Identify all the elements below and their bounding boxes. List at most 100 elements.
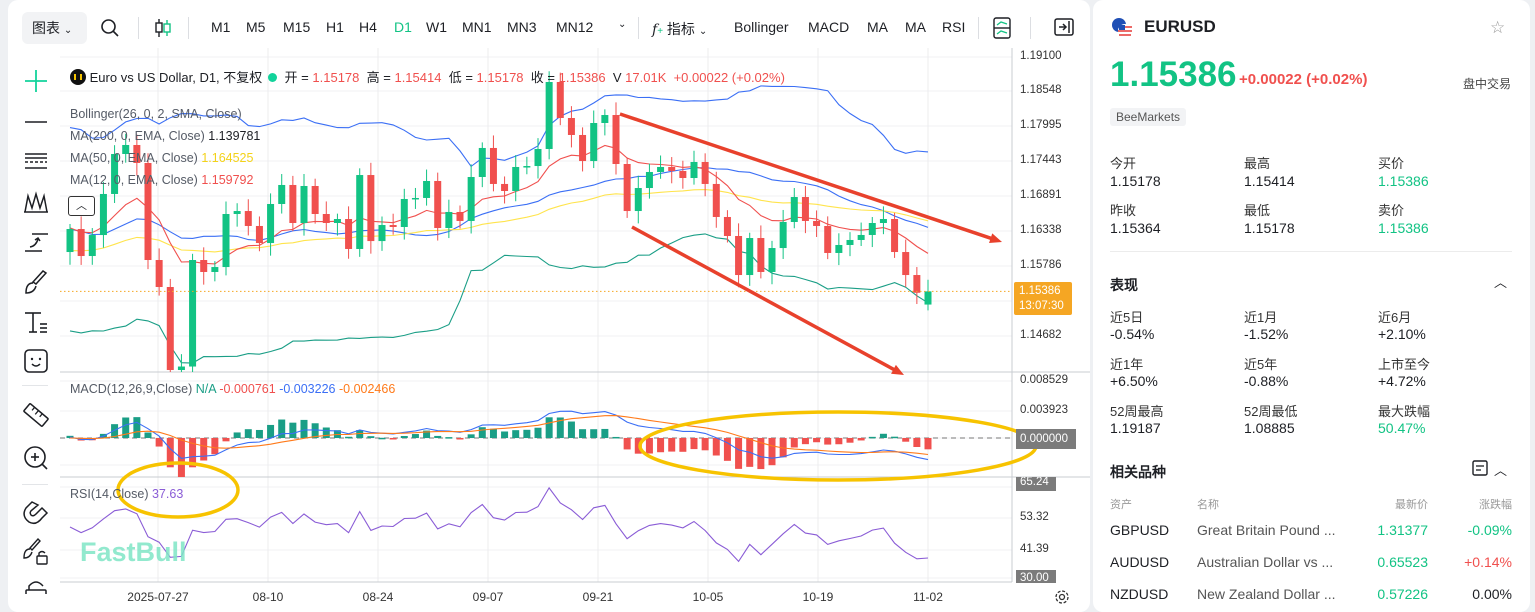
macd-histogram-bar bbox=[144, 432, 152, 438]
candle-body bbox=[623, 164, 631, 212]
candle-body bbox=[166, 287, 174, 371]
timeframe-h4[interactable]: H4 bbox=[359, 19, 377, 35]
date-tick: 2025-07-27 bbox=[127, 590, 189, 604]
macd-histogram-bar bbox=[378, 437, 386, 440]
macd-histogram-bar bbox=[712, 438, 720, 456]
price-tick: 1.18548 bbox=[1020, 84, 1062, 96]
shortcut-macd[interactable]: MACD bbox=[808, 19, 850, 35]
trend-arrow-icon[interactable] bbox=[22, 228, 50, 256]
main-pane bbox=[60, 71, 1012, 372]
timeframe-mn3[interactable]: MN3 bbox=[507, 19, 537, 35]
ma200-value: 1.139781 bbox=[208, 129, 261, 143]
shortcut-bollinger[interactable]: Bollinger bbox=[734, 19, 789, 35]
candle-body bbox=[211, 267, 219, 272]
macd-histogram-bar bbox=[400, 436, 408, 438]
timeframe-m15[interactable]: M15 bbox=[283, 19, 311, 35]
price-chart[interactable] bbox=[0, 0, 1090, 612]
ma12-legend[interactable]: MA(12, 0, EMA, Close) 1.159792 bbox=[70, 173, 253, 187]
chevron-up-icon: ︿ bbox=[76, 200, 87, 212]
macd-histogram-bar bbox=[690, 438, 698, 450]
perf-label: 近1月 bbox=[1244, 310, 1278, 325]
search-icon[interactable] bbox=[100, 18, 120, 38]
candle-body bbox=[668, 166, 676, 171]
current-price: 1.15386 bbox=[1019, 285, 1061, 297]
toolbar-divider bbox=[22, 385, 48, 386]
candle-body bbox=[244, 211, 252, 226]
macd-histogram-bar bbox=[534, 427, 542, 438]
related-change: 0.00% bbox=[1472, 586, 1512, 602]
candle-body bbox=[222, 214, 230, 268]
timeframe-mn12[interactable]: MN12 bbox=[556, 19, 594, 35]
perf-label: 近1年 bbox=[1110, 357, 1144, 372]
price-tick: 1.15786 bbox=[1020, 259, 1062, 271]
lock-drawings-icon[interactable] bbox=[22, 538, 50, 566]
candle-body bbox=[434, 180, 442, 229]
macd-histogram-bar bbox=[501, 431, 509, 438]
unlock-icon[interactable] bbox=[22, 578, 50, 594]
shortcut-rsi[interactable]: RSI bbox=[942, 19, 966, 35]
candle-body bbox=[300, 185, 308, 223]
brush-icon[interactable] bbox=[22, 269, 50, 297]
date-tick: 10-19 bbox=[802, 590, 834, 604]
col-name: 名称 bbox=[1197, 499, 1219, 511]
ma50-value: 1.164525 bbox=[201, 151, 254, 165]
macd-histogram-bar bbox=[311, 423, 319, 438]
shortcut-ma[interactable]: MA bbox=[867, 19, 888, 35]
candle-body bbox=[512, 166, 520, 191]
support-arrow bbox=[631, 225, 900, 374]
collapse-legend-button[interactable]: ︿ bbox=[68, 196, 95, 216]
related-title: 相关品种 bbox=[1110, 464, 1166, 480]
volume-label: V bbox=[612, 70, 622, 85]
favorite-star-icon[interactable]: ☆ bbox=[1490, 18, 1506, 37]
macd-line bbox=[69, 410, 929, 461]
stat-label: 昨收 bbox=[1110, 203, 1137, 218]
candle-body bbox=[645, 171, 653, 189]
candle-body bbox=[868, 222, 876, 235]
candle-body bbox=[177, 366, 185, 371]
macd-histogram-bar bbox=[233, 432, 241, 438]
timeframe-w1[interactable]: W1 bbox=[426, 19, 447, 35]
toolbar-divider bbox=[22, 484, 48, 485]
perf-value: -0.88% bbox=[1244, 373, 1289, 389]
shortcut-ma-2[interactable]: MA bbox=[905, 19, 926, 35]
zoom-in-icon[interactable] bbox=[22, 444, 50, 472]
magnet-icon[interactable] bbox=[22, 498, 50, 526]
layout-icon[interactable] bbox=[993, 17, 1011, 39]
ruler-icon[interactable] bbox=[22, 401, 50, 429]
ma200-legend[interactable]: MA(200, 0, EMA, Close) 1.139781 bbox=[70, 129, 260, 143]
ma200-label: MA(200, 0, EMA, Close) bbox=[70, 129, 205, 143]
collapse-panel-icon[interactable] bbox=[1054, 18, 1074, 36]
macd-histogram-bar bbox=[735, 438, 743, 469]
timeframe-m1[interactable]: M1 bbox=[211, 19, 231, 35]
horizontal-line-icon[interactable] bbox=[22, 108, 50, 136]
crosshair-plus-icon[interactable] bbox=[22, 67, 50, 95]
candlestick-type-icon[interactable] bbox=[153, 17, 173, 39]
candle-body bbox=[835, 244, 843, 253]
candle-body bbox=[233, 211, 241, 215]
indicators-button[interactable]: f+ 指标 ⌄ bbox=[652, 21, 708, 38]
ma50-legend[interactable]: MA(50, 0, EMA, Close) 1.164525 bbox=[70, 151, 253, 165]
macd-histogram-bar bbox=[857, 438, 865, 441]
rsi-legend[interactable]: RSI(14,Close) 37.63 bbox=[70, 487, 183, 501]
related-collapse-chevron-icon[interactable]: ︿ bbox=[1494, 463, 1508, 478]
list-view-icon[interactable] bbox=[1472, 460, 1488, 476]
chart-menu-button[interactable]: 图表 ⌄ bbox=[22, 12, 87, 44]
candle-body bbox=[333, 219, 341, 223]
more-timeframes-chevron-icon[interactable]: ⌄ bbox=[618, 19, 627, 30]
macd-legend[interactable]: MACD(12,26,9,Close) N/A -0.000761 -0.003… bbox=[70, 382, 395, 396]
parallel-lines-icon[interactable] bbox=[22, 147, 50, 175]
high-label: 高 = bbox=[366, 70, 391, 85]
candle-body bbox=[411, 197, 419, 200]
price-tick: 1.16891 bbox=[1020, 189, 1062, 201]
text-tool-icon[interactable] bbox=[22, 308, 50, 336]
chart-settings-gear-icon[interactable] bbox=[1054, 589, 1070, 605]
timeframe-d1[interactable]: D1 bbox=[394, 19, 412, 35]
timeframe-mn1[interactable]: MN1 bbox=[462, 19, 492, 35]
timeframe-m5[interactable]: M5 bbox=[246, 19, 266, 35]
emoji-sticker-icon[interactable] bbox=[22, 347, 50, 375]
bollinger-legend[interactable]: Bollinger(26, 0, 2, SMA, Close) bbox=[70, 107, 242, 121]
timeframe-h1[interactable]: H1 bbox=[326, 19, 344, 35]
macd-histogram-bar bbox=[267, 424, 275, 438]
performance-collapse-chevron-icon[interactable]: ︿ bbox=[1494, 275, 1508, 290]
zigzag-pattern-icon[interactable] bbox=[22, 188, 50, 216]
